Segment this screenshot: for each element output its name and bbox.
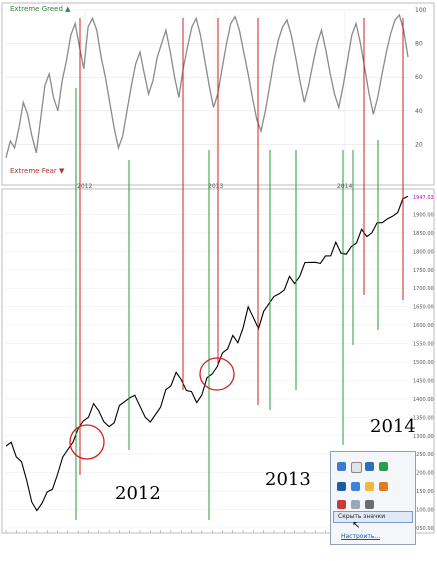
cloud-icon[interactable] [365, 482, 374, 491]
price-y-tick-label: 1450.00 [413, 378, 434, 384]
top-y-tick-label: 60 [415, 74, 423, 81]
price-y-tick-label: 1150.00 [413, 489, 434, 495]
price-y-tick-label: 1250.00 [413, 452, 434, 458]
shield-icon[interactable] [337, 500, 346, 509]
price-y-tick-label: 1350.00 [413, 415, 434, 421]
tray-popup [330, 451, 416, 545]
top-x-tick-label: 2012 [77, 183, 92, 190]
tray-app-icon[interactable] [337, 462, 346, 471]
usb-icon[interactable] [351, 500, 360, 509]
bluetooth-icon[interactable] [337, 482, 346, 491]
hide-icons-menu-item[interactable]: Скрыть значки [333, 511, 413, 523]
price-y-tick-label: 1850.00 [413, 231, 434, 237]
top-x-tick-label: 2014 [337, 183, 352, 190]
fear-greed-series-line [5, 13, 409, 158]
highlight-circles [69, 357, 235, 460]
caret-up-icon: ▲ [65, 5, 71, 13]
price-y-tick-label: 1900.00 [413, 212, 434, 218]
price-y-tick-label: 1800.00 [413, 249, 434, 255]
price-y-tick-label: 1400.00 [413, 397, 434, 403]
caret-down-icon: ▼ [59, 167, 65, 175]
price-y-tick-label: 1700.00 [413, 286, 434, 292]
price-y-tick-label: 1650.00 [413, 305, 434, 311]
price-y-tick-label: 1200.00 [413, 471, 434, 477]
customize-link[interactable]: Настроить... [341, 533, 381, 540]
extreme-greed-label: Extreme Greed ▲ [10, 5, 71, 13]
price-y-tick-label: 1050.00 [413, 526, 434, 532]
extreme-fear-label: Extreme Fear ▼ [10, 167, 64, 175]
highlight-circle-2013 [199, 357, 235, 391]
extreme-fear-text: Extreme Fear [10, 167, 57, 175]
price-y-tick-label: 1600.00 [413, 323, 434, 329]
year-annotation-2012: 2012 [115, 483, 161, 504]
top-y-tick-label: 40 [415, 108, 423, 115]
price-y-tick-label: 1750.00 [413, 268, 434, 274]
drive-icon[interactable] [365, 500, 374, 509]
price-y-tick-label: 1100.00 [413, 508, 434, 514]
skype-icon[interactable] [351, 482, 360, 491]
top-y-tick-label: 100 [415, 7, 427, 14]
price-y-tick-label: 1500.00 [413, 360, 434, 366]
mouse-cursor-icon: ↖ [352, 520, 361, 531]
marker-lines [75, 18, 404, 520]
last-price-label: 1947.03 [413, 195, 434, 201]
price-y-tick-label: 1550.00 [413, 342, 434, 348]
year-annotation-2014: 2014 [370, 416, 416, 437]
top-y-tick-label: 20 [415, 141, 423, 148]
fear-greed-panel: 100 80 60 40 20 2012 2013 2014 [1, 2, 435, 190]
extreme-greed-text: Extreme Greed [10, 5, 63, 13]
network-icon[interactable] [365, 462, 374, 471]
antivirus-icon[interactable] [379, 462, 388, 471]
top-y-tick-label: 80 [415, 41, 423, 48]
year-annotation-2013: 2013 [265, 469, 311, 490]
speaker-icon[interactable] [351, 462, 362, 473]
price-y-tick-label: 1300.00 [413, 434, 434, 440]
top-x-tick-label: 2013 [208, 183, 223, 190]
price-series-line [5, 195, 409, 512]
update-icon[interactable] [379, 482, 388, 491]
highlight-circle-2012 [69, 424, 105, 460]
